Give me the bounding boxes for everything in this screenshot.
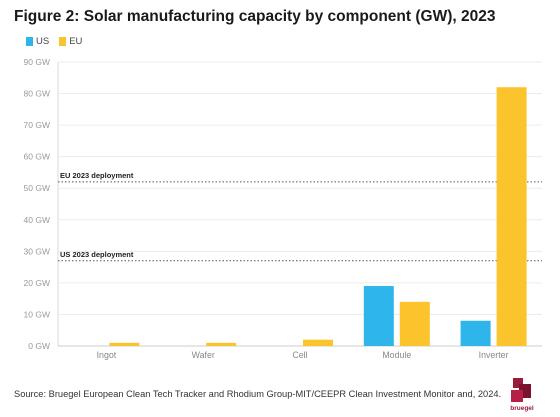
source-note: Source: Bruegel European Clean Tech Trac… [14, 389, 502, 399]
legend-label-us: US [36, 36, 50, 47]
x-tick-label: Inverter [479, 350, 509, 360]
x-tick-label: Cell [292, 350, 307, 360]
bar-eu-module [399, 301, 430, 346]
legend-item-eu: EU [59, 36, 82, 47]
bar-chart: 0 GW 10 GW 20 GW 30 GW 40 GW 50 GW 60 GW 70 GW 8… [24, 57, 542, 360]
bar-eu-ingot [109, 342, 140, 346]
bar-eu-cell [303, 339, 333, 346]
legend: US EU [26, 36, 82, 47]
bar-us-module [363, 286, 394, 346]
y-tick-label: 30 GW [24, 246, 50, 256]
y-tick-label: 60 GW [24, 152, 50, 162]
legend-swatch-us [26, 37, 33, 46]
y-tick-label: 70 GW [24, 120, 50, 130]
y-tick-label: 80 GW [24, 89, 50, 99]
reference-line-label: EU 2023 deployment [60, 171, 134, 180]
bar-eu-inverter [496, 87, 527, 346]
bar-us-inverter [460, 320, 491, 346]
legend-label-eu: EU [69, 36, 83, 47]
legend-item-us: US [26, 36, 49, 47]
y-tick-label: 90 GW [24, 57, 50, 67]
y-tick-label: 20 GW [24, 278, 50, 288]
bruegel-logo: bruegel [510, 378, 534, 412]
legend-swatch-eu [59, 37, 67, 46]
y-tick-label: 50 GW [24, 183, 50, 193]
y-tick-label: 40 GW [24, 215, 50, 225]
reference-line-label: US 2023 deployment [60, 250, 134, 259]
svg-text:bruegel: bruegel [510, 405, 534, 412]
y-tick-label: 0 GW [28, 341, 50, 351]
chart-title: Figure 2: Solar manufacturing capacity b… [14, 8, 496, 25]
bar-eu-wafer [206, 342, 237, 346]
x-tick-label: Ingot [97, 350, 117, 360]
x-tick-label: Wafer [192, 350, 215, 360]
x-tick-label: Module [382, 350, 411, 360]
y-tick-label: 10 GW [24, 309, 50, 319]
